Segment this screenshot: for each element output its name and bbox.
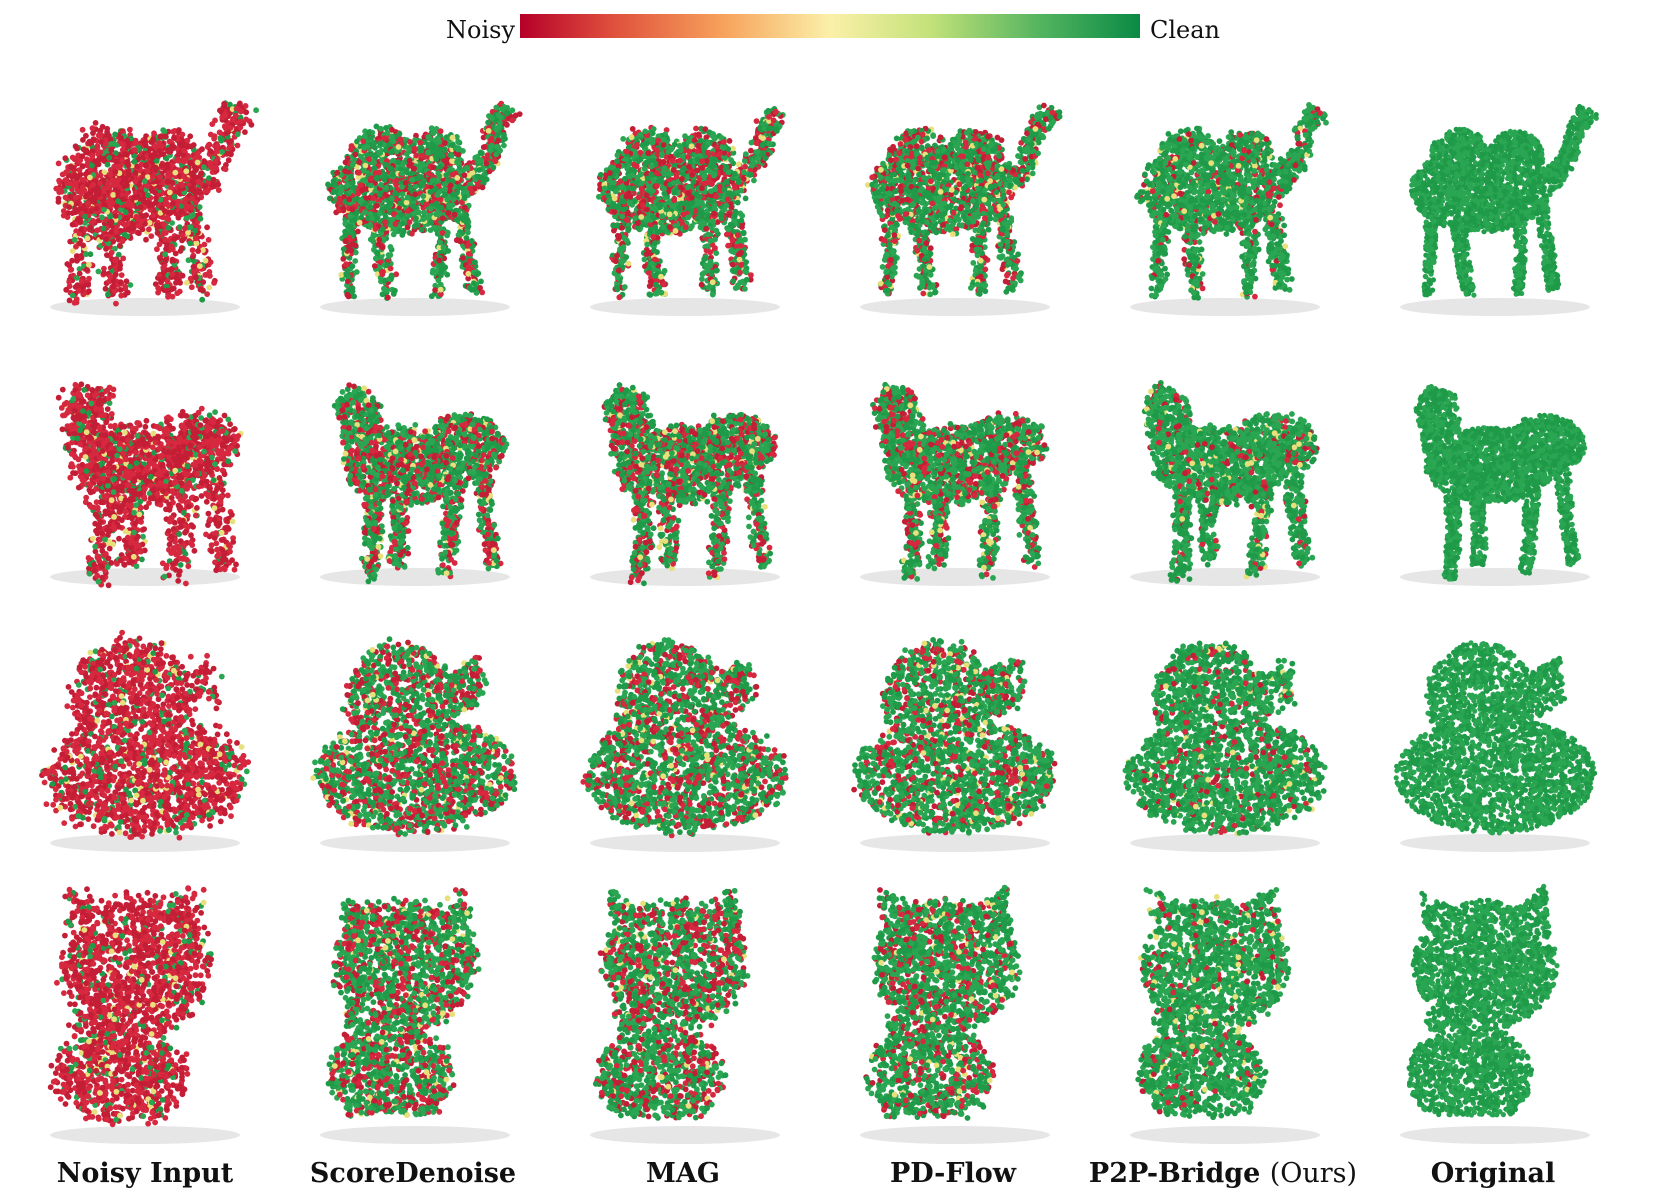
render-cat-original	[1375, 883, 1615, 1145]
render-horse-mag	[565, 365, 805, 625]
column-label-mag: MAG	[533, 1158, 833, 1189]
render-horse-noisy-input	[25, 365, 265, 625]
render-duck-scoredenoise	[295, 625, 535, 885]
render-duck-noisy-input	[25, 625, 265, 885]
render-horse-original	[1375, 365, 1615, 625]
column-label-noisy-input: Noisy Input	[0, 1158, 295, 1189]
render-camel-original	[1375, 95, 1615, 355]
render-camel-p2p-bridge	[1105, 95, 1345, 355]
legend-noisy-label: Noisy	[446, 16, 515, 44]
render-cat-p2p-bridge	[1105, 885, 1345, 1145]
render-cat-scoredenoise	[295, 885, 535, 1145]
column-label-pd-flow: PD-Flow	[803, 1158, 1103, 1189]
render-camel-pd-flow	[835, 95, 1075, 355]
render-duck-pd-flow	[835, 625, 1075, 885]
render-camel-noisy-input	[25, 95, 265, 355]
column-label-scoredenoise: ScoreDenoise	[263, 1158, 563, 1189]
render-cat-pd-flow	[835, 884, 1075, 1145]
render-cat-mag	[565, 885, 805, 1145]
column-label-p2p-bridge: P2P-Bridge (Ours)	[1073, 1158, 1373, 1189]
render-duck-p2p-bridge	[1105, 625, 1345, 885]
render-duck-original	[1375, 625, 1615, 885]
render-cat-noisy-input	[25, 885, 265, 1145]
render-horse-pd-flow	[835, 365, 1075, 625]
column-label-original: Original	[1343, 1158, 1643, 1189]
color-gradient-bar	[520, 14, 1140, 38]
render-camel-scoredenoise	[295, 95, 535, 355]
render-horse-p2p-bridge	[1105, 365, 1345, 625]
render-duck-mag	[565, 625, 805, 885]
render-camel-mag	[565, 95, 805, 355]
render-horse-scoredenoise	[295, 365, 535, 625]
color-legend: Noisy Clean	[0, 10, 1667, 50]
legend-clean-label: Clean	[1150, 16, 1220, 44]
